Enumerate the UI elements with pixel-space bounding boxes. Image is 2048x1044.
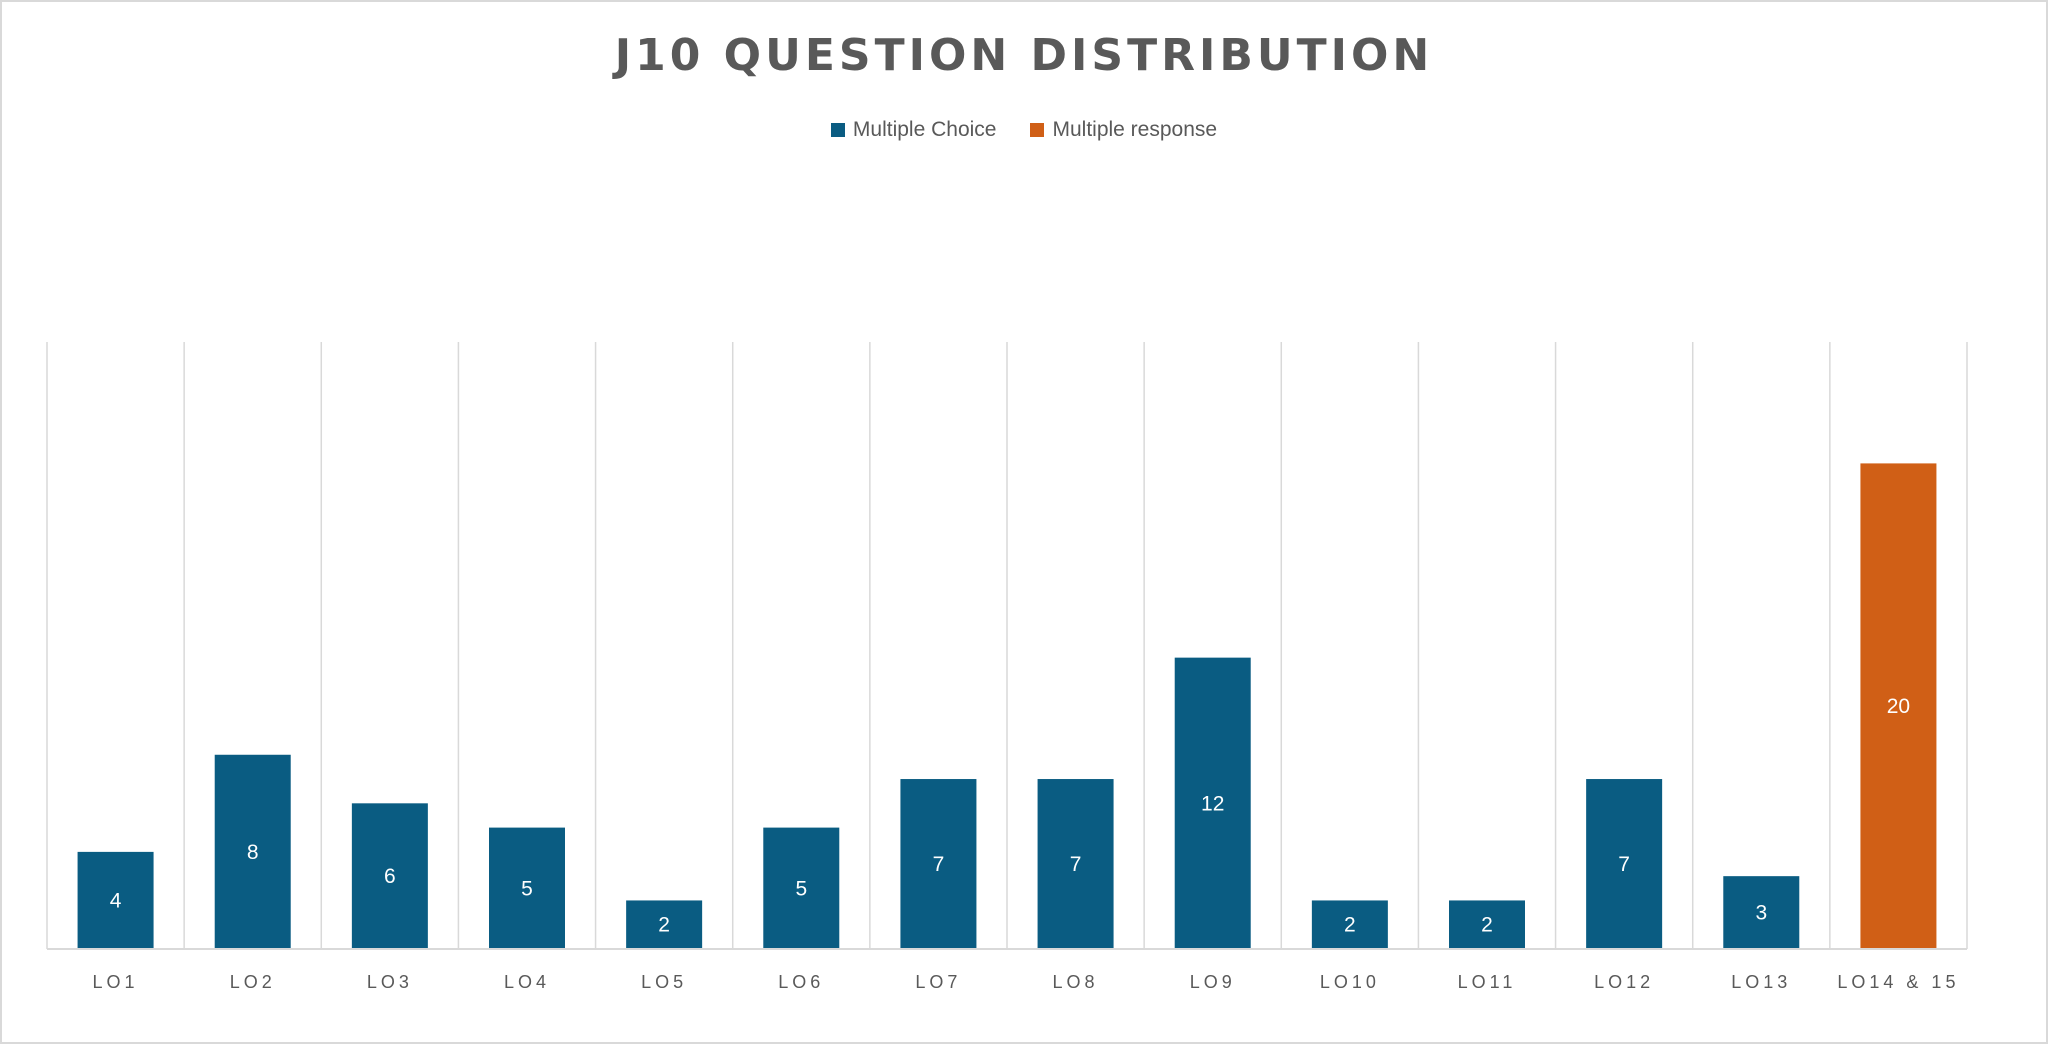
data-label: 20 [1887, 695, 1910, 718]
data-label: 2 [658, 914, 670, 937]
legend: Multiple Choice Multiple response [0, 118, 2048, 142]
bar [626, 900, 703, 949]
x-tick-label: LO3 [367, 972, 413, 992]
x-tick-label: LO11 [1458, 972, 1517, 992]
bar [489, 827, 565, 949]
bar [763, 827, 840, 949]
bar [1037, 779, 1114, 949]
bar [77, 851, 154, 949]
x-tick-label: LO10 [1320, 972, 1380, 992]
bar [1174, 657, 1251, 949]
data-label: 7 [933, 853, 945, 876]
x-tick-label: LO12 [1594, 972, 1654, 992]
bar [214, 754, 291, 949]
x-tick-label: LO9 [1190, 972, 1236, 992]
x-tick-label: LO4 [504, 972, 550, 992]
x-tick-label: LO7 [915, 972, 961, 992]
bar [900, 779, 977, 949]
bar [1311, 900, 1388, 949]
legend-swatch [830, 123, 845, 137]
bar [1860, 463, 1937, 949]
bar [1586, 779, 1663, 949]
data-label: 4 [110, 889, 122, 912]
x-tick-label: LO13 [1731, 972, 1791, 992]
legend-item-multiple-choice: Multiple Choice [830, 118, 997, 142]
data-label: 2 [1344, 914, 1356, 937]
x-tick-label: LO8 [1053, 972, 1099, 992]
data-label: 5 [795, 877, 807, 900]
bar [351, 803, 428, 949]
bar [1449, 900, 1525, 949]
x-tick-label: LO2 [230, 972, 276, 992]
data-label: 6 [384, 865, 396, 888]
data-label: 2 [1481, 914, 1493, 937]
x-tick-label: LO1 [93, 972, 139, 992]
legend-item-multiple-response: Multiple response [1030, 118, 1217, 142]
data-label: 12 [1201, 792, 1224, 815]
x-tick-label: LO5 [641, 972, 687, 992]
x-tick-label: LO14 & 15 [1837, 972, 1959, 992]
chart-title: J10 QUESTION DISTRIBUTION [614, 30, 1434, 81]
data-label: 3 [1755, 902, 1767, 925]
bar [1723, 876, 1800, 949]
x-tick-label: LO6 [778, 972, 824, 992]
legend-label: Multiple Choice [852, 118, 997, 141]
legend-label: Multiple response [1052, 118, 1218, 141]
data-label: 7 [1618, 853, 1630, 876]
data-label: 5 [521, 877, 533, 900]
legend-swatch [1030, 123, 1045, 137]
data-label: 7 [1070, 853, 1082, 876]
data-label: 8 [247, 841, 259, 864]
